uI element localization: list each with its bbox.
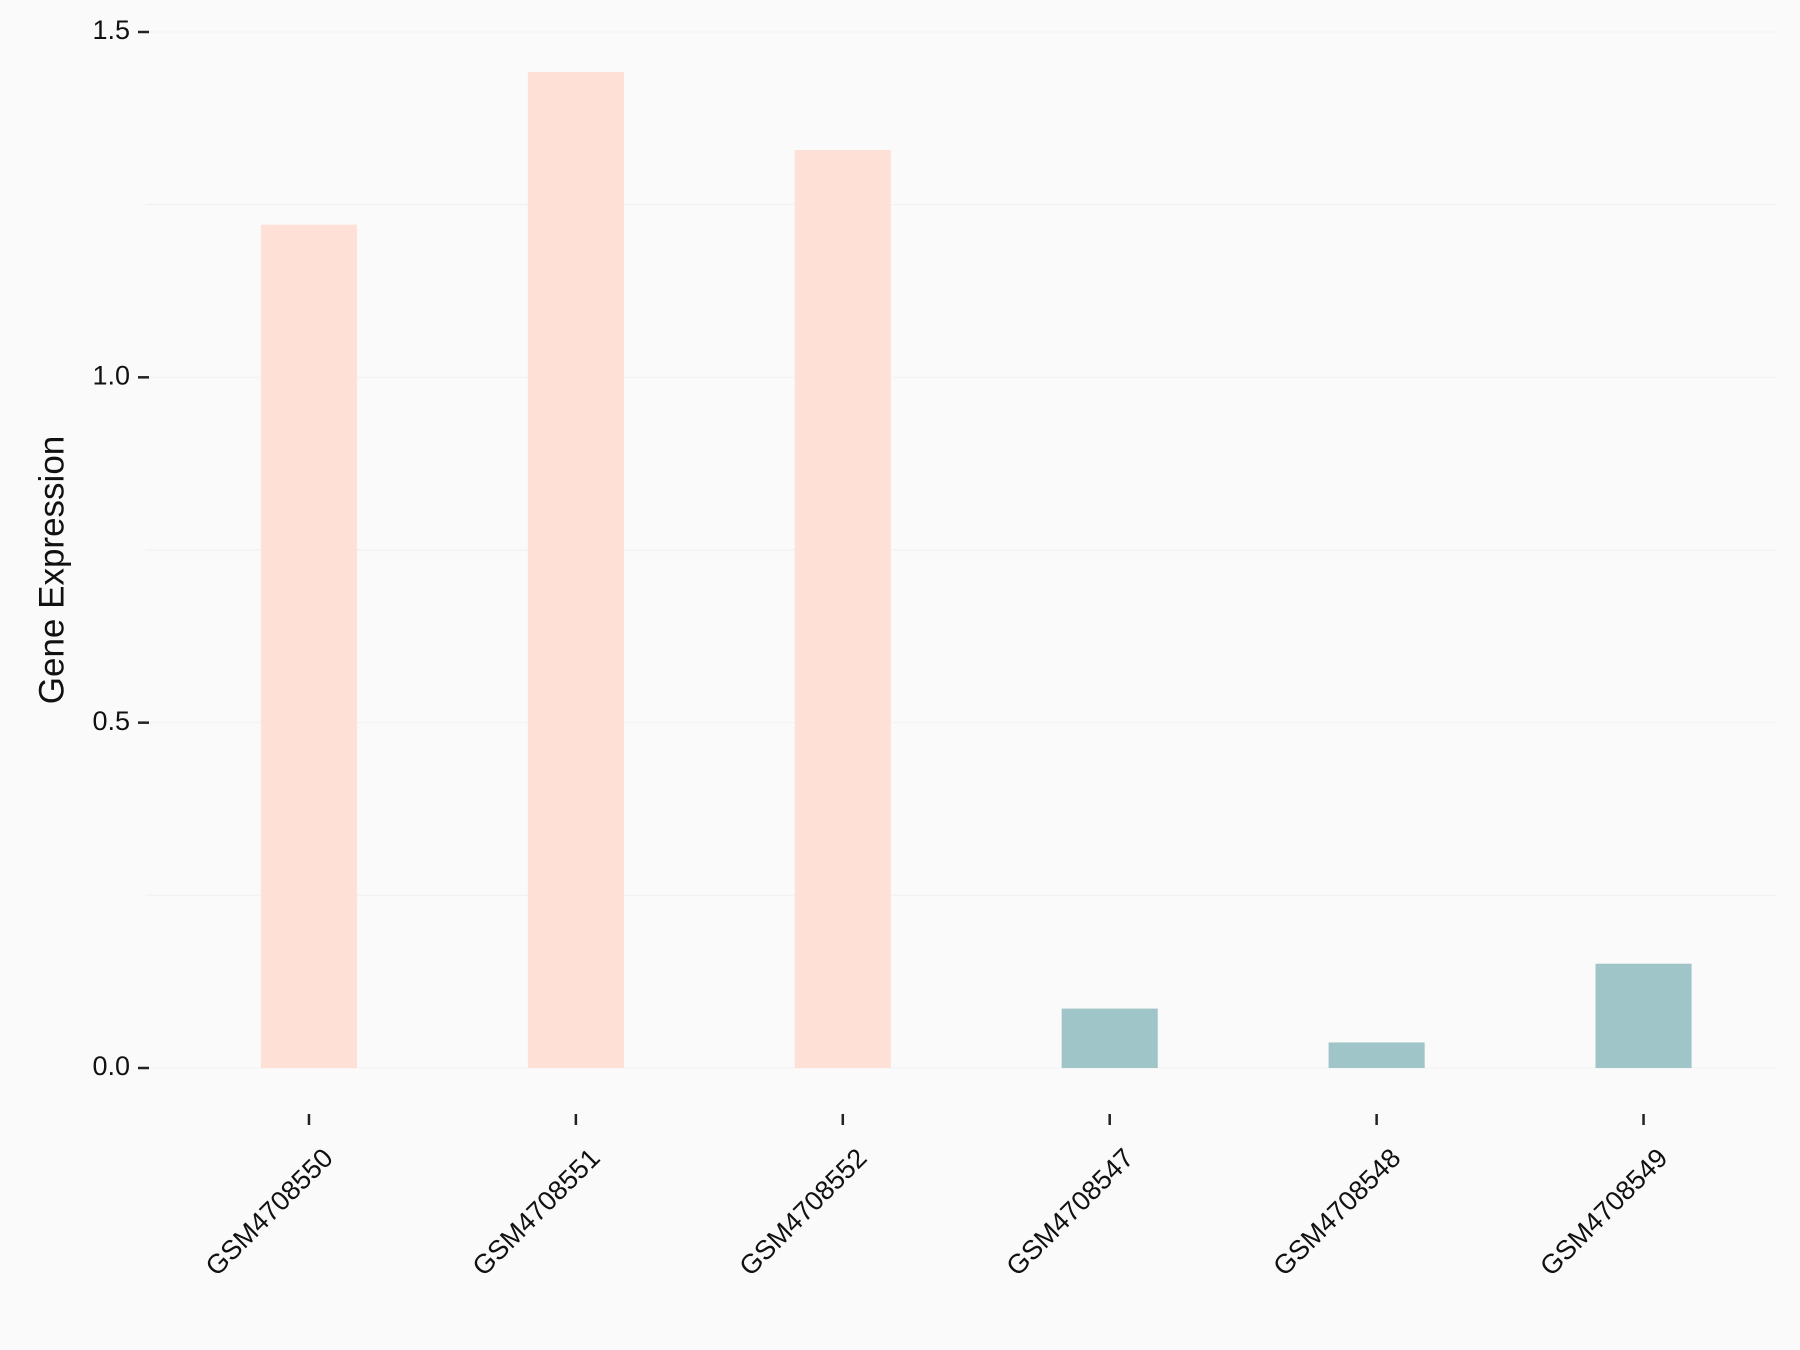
- bar: [1061, 1008, 1158, 1068]
- bar: [260, 224, 358, 1069]
- bar: [1328, 1042, 1425, 1068]
- bar: [794, 150, 891, 1068]
- bar: [527, 72, 624, 1069]
- bar: [1595, 963, 1692, 1068]
- y-tick-label: 1.5: [92, 15, 130, 45]
- y-tick-label: 0.0: [92, 1051, 130, 1081]
- y-tick-label: 1.0: [92, 360, 130, 390]
- y-axis-title: Gene Expression: [32, 436, 71, 704]
- y-tick-label: 0.5: [92, 706, 130, 736]
